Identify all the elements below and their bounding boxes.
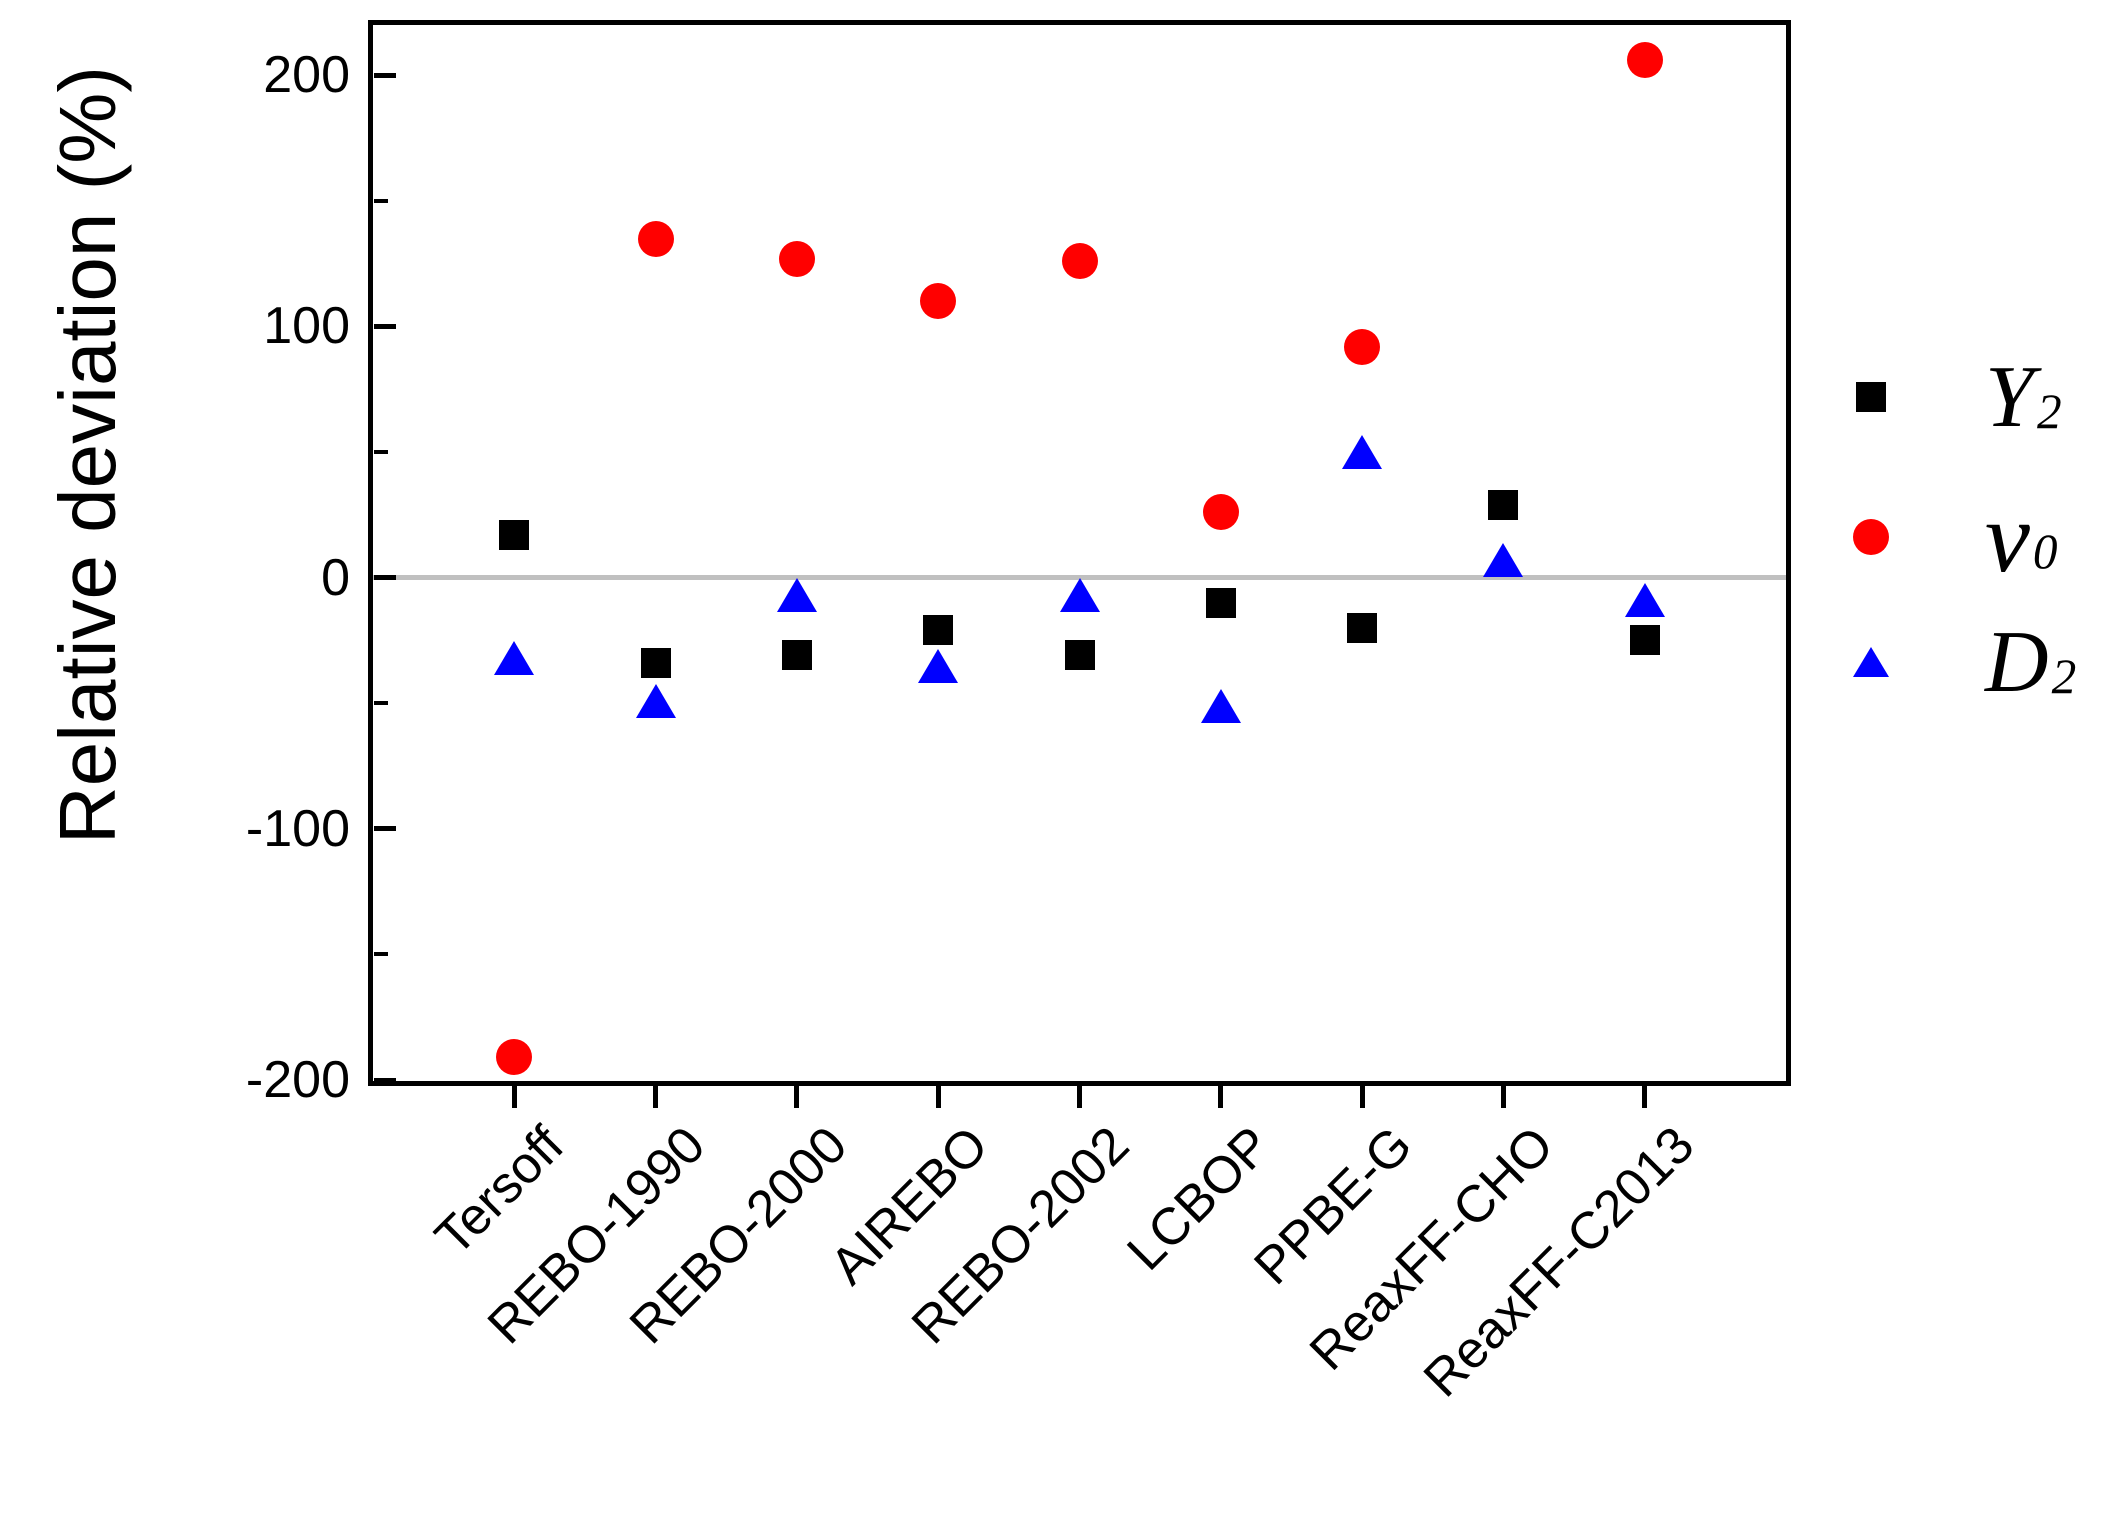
y-minor-tick bbox=[374, 952, 388, 957]
y-tick-label: 100 bbox=[263, 297, 350, 356]
marker-D2 bbox=[635, 683, 676, 718]
y-tick-label: 0 bbox=[321, 548, 350, 607]
legend-marker-nu0 bbox=[1853, 519, 1889, 555]
marker-Y2 bbox=[1347, 612, 1378, 643]
legend-label-symbol-D2: D bbox=[1985, 613, 2049, 711]
marker-D2 bbox=[776, 578, 817, 613]
y-minor-tick bbox=[374, 198, 388, 203]
marker-nu0 bbox=[1202, 494, 1239, 531]
y-major-tick bbox=[374, 323, 396, 329]
marker-Y2 bbox=[1629, 625, 1660, 656]
marker-nu0 bbox=[496, 1039, 533, 1076]
x-tick bbox=[1359, 1086, 1365, 1108]
marker-nu0 bbox=[778, 240, 815, 277]
marker-nu0 bbox=[1061, 243, 1098, 280]
marker-Y2 bbox=[923, 615, 954, 646]
marker-D2 bbox=[1342, 435, 1383, 470]
marker-Y2 bbox=[640, 648, 671, 679]
x-tick bbox=[794, 1086, 800, 1108]
y-axis-title: Relative deviation (%) bbox=[43, 65, 132, 845]
x-tick bbox=[935, 1086, 941, 1108]
y-minor-tick bbox=[374, 701, 388, 706]
legend-marker-Y2 bbox=[1856, 382, 1886, 412]
legend-label-symbol-Y2: Y bbox=[1985, 348, 2034, 446]
x-tick bbox=[653, 1086, 659, 1108]
y-tick-label: 200 bbox=[263, 46, 350, 105]
y-minor-tick bbox=[374, 450, 388, 455]
legend-label-subscript-Y2: 2 bbox=[2036, 384, 2062, 440]
y-major-tick bbox=[374, 1077, 396, 1083]
legend-marker-D2 bbox=[1853, 647, 1889, 677]
marker-D2 bbox=[1059, 578, 1100, 613]
x-tick bbox=[1500, 1086, 1506, 1108]
marker-nu0 bbox=[1626, 42, 1663, 79]
y-tick-label: -100 bbox=[245, 799, 350, 858]
marker-D2 bbox=[1624, 583, 1665, 618]
x-tick bbox=[511, 1086, 517, 1108]
marker-Y2 bbox=[1064, 640, 1095, 671]
legend-label-subscript-D2: 2 bbox=[2051, 649, 2077, 705]
marker-nu0 bbox=[920, 283, 957, 320]
x-tick bbox=[1218, 1086, 1224, 1108]
marker-nu0 bbox=[1344, 328, 1381, 365]
y-major-tick bbox=[374, 826, 396, 832]
marker-Y2 bbox=[1488, 489, 1519, 520]
marker-D2 bbox=[1483, 543, 1524, 578]
marker-D2 bbox=[918, 648, 959, 683]
x-tick bbox=[1077, 1086, 1082, 1108]
x-tick bbox=[1642, 1086, 1648, 1108]
y-major-tick bbox=[374, 72, 396, 78]
zero-line bbox=[373, 575, 1786, 581]
marker-Y2 bbox=[781, 640, 812, 671]
marker-Y2 bbox=[499, 519, 530, 550]
marker-D2 bbox=[494, 641, 535, 675]
y-tick-label: -200 bbox=[245, 1051, 350, 1109]
marker-nu0 bbox=[637, 220, 674, 257]
y-major-tick bbox=[374, 575, 396, 581]
plot-box bbox=[368, 20, 1791, 1086]
marker-Y2 bbox=[1205, 587, 1236, 618]
marker-D2 bbox=[1200, 688, 1241, 723]
legend-label-subscript-nu0: 0 bbox=[2032, 524, 2058, 580]
